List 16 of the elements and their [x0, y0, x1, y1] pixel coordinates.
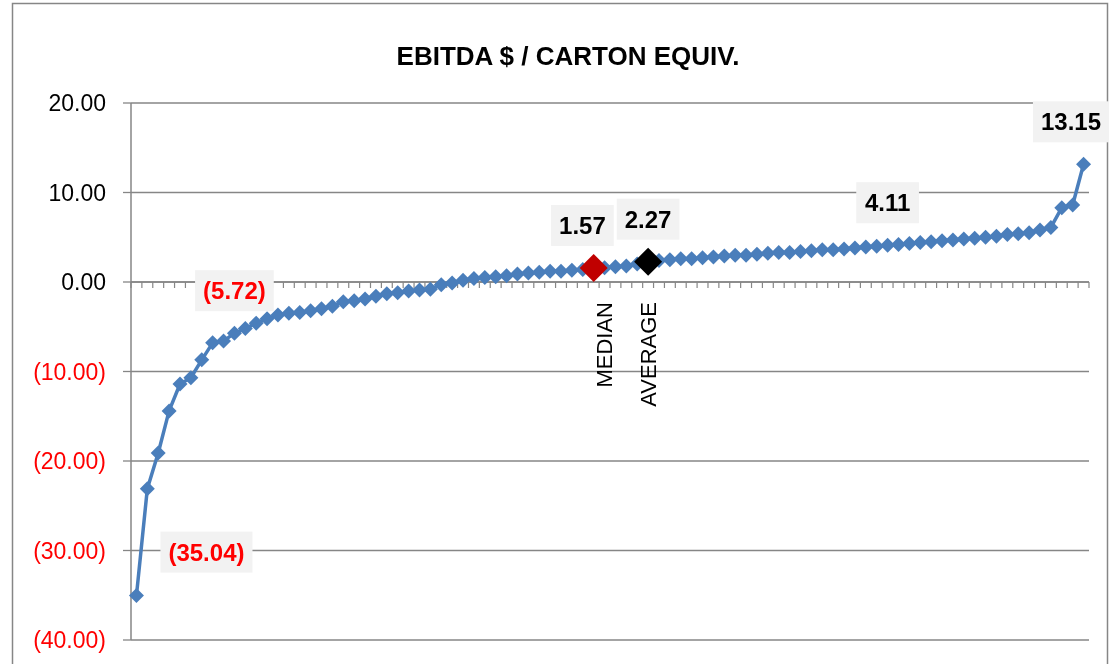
x-tick-label: AVERAGE: [635, 302, 661, 407]
data-label: (35.04): [168, 538, 245, 566]
data-label: 13.15: [1040, 108, 1102, 136]
data-label: 2.27: [624, 205, 672, 233]
y-tick-label: 20.00: [48, 90, 106, 116]
chart-title: EBITDA $ / CARTON EQUIV.: [396, 41, 740, 71]
y-tick-label: 0.00: [61, 269, 106, 295]
y-tick-label: (30.00): [33, 537, 106, 564]
y-tick-label: (10.00): [33, 358, 106, 385]
data-label: 1.57: [559, 211, 606, 239]
x-tick-label: MEDIAN: [592, 302, 618, 388]
data-label: (5.72): [203, 277, 266, 305]
y-tick-label: 10.00: [48, 179, 106, 206]
y-tick-label: (20.00): [33, 448, 106, 474]
data-label: 4.11: [864, 189, 911, 217]
y-tick-label: (40.00): [33, 627, 106, 653]
